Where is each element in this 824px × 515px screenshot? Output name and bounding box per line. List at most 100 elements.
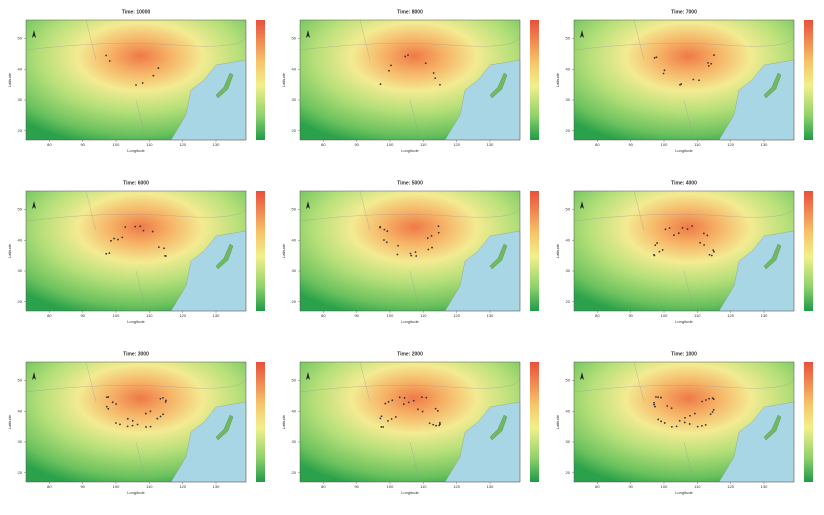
x-tick-label: 80	[321, 142, 326, 147]
x-tick-label: 120	[727, 484, 734, 489]
site-point	[706, 234, 709, 237]
site-point	[403, 397, 406, 399]
site-point	[701, 425, 703, 427]
x-tick-label: 110	[420, 484, 427, 489]
y-axis-label: Latitude	[281, 414, 286, 429]
site-point	[654, 244, 657, 247]
y-tick-label: 50	[18, 207, 23, 212]
site-point	[666, 405, 669, 407]
x-tick-label: 110	[694, 313, 701, 318]
site-point	[141, 82, 144, 84]
x-axis-label: Longitude	[675, 490, 693, 495]
y-tick-label: 20	[18, 128, 23, 133]
site-point	[164, 255, 167, 257]
y-tick-label: 40	[566, 66, 571, 71]
site-point	[677, 232, 680, 235]
y-tick-label: 50	[566, 207, 571, 212]
x-tick-label: 100	[113, 484, 120, 489]
site-point	[157, 67, 160, 69]
x-tick-label: 80	[47, 313, 52, 318]
colorbar	[256, 362, 265, 482]
x-tick-label: 110	[694, 142, 701, 147]
y-axis-label: Latitude	[7, 414, 12, 429]
site-point	[696, 425, 699, 428]
site-point	[386, 230, 389, 233]
site-point	[681, 226, 684, 229]
x-tick-label: 110	[146, 313, 153, 318]
site-point	[710, 62, 713, 65]
site-point	[712, 398, 715, 401]
x-axis-label: Longitude	[401, 319, 419, 324]
north-arrow	[32, 30, 36, 38]
x-tick-label: 120	[453, 484, 460, 489]
japan	[763, 414, 782, 441]
panel-title: Time: 1000	[671, 351, 697, 357]
site-point	[126, 417, 129, 420]
x-tick-label: 90	[354, 313, 359, 318]
site-point	[144, 412, 147, 415]
map-panel: Time: 10000 80 90 100 110 120 130 20 30 40 50 Longi…	[7, 9, 265, 153]
site-point	[668, 227, 671, 229]
x-tick-label: 80	[321, 313, 326, 318]
site-point	[159, 415, 162, 418]
y-axis-label: Latitude	[7, 243, 12, 258]
site-point	[712, 249, 715, 252]
site-point	[131, 424, 134, 427]
colorbar	[804, 362, 813, 482]
site-point	[131, 419, 134, 422]
japan	[215, 414, 234, 441]
borders	[299, 190, 521, 312]
panel-title: Time: 5000	[397, 180, 423, 186]
map-frame	[299, 19, 521, 141]
japan	[763, 243, 782, 270]
x-tick-label: 130	[761, 313, 768, 318]
site-point	[387, 400, 390, 403]
map-panel: Time: 3000 80 90 100 110 120 130 20 30 40 50 Longit…	[7, 351, 265, 495]
site-point	[105, 405, 108, 408]
map-frame	[299, 190, 521, 312]
site-point	[698, 79, 700, 82]
site-point	[390, 418, 393, 420]
map-panel: Time: 6000 80 90 100 110 120 130 20 30 40 50 Longit…	[7, 180, 265, 324]
site-point	[398, 396, 401, 399]
site-point	[409, 252, 412, 255]
site-point	[412, 399, 415, 402]
site-point	[660, 420, 663, 423]
x-tick-label: 120	[179, 142, 186, 147]
site-point	[379, 226, 381, 229]
site-point	[162, 396, 164, 399]
x-axis-label: Longitude	[401, 148, 419, 153]
site-point	[432, 423, 435, 426]
x-tick-label: 90	[80, 142, 85, 147]
colorbar	[256, 20, 265, 140]
x-tick-label: 110	[694, 484, 701, 489]
x-tick-label: 90	[628, 313, 633, 318]
site-point	[436, 409, 439, 412]
x-tick-label: 130	[761, 142, 768, 147]
x-tick-label: 120	[453, 313, 460, 318]
site-point	[382, 426, 385, 428]
x-tick-label: 130	[761, 484, 768, 489]
y-tick-label: 50	[292, 378, 297, 383]
site-point	[670, 407, 673, 410]
x-axis-label: Longitude	[675, 319, 693, 324]
site-point	[149, 425, 152, 428]
site-point	[407, 401, 410, 404]
japan	[489, 414, 508, 441]
site-point	[390, 64, 392, 67]
x-tick-label: 100	[113, 313, 120, 318]
y-tick-label: 30	[292, 439, 297, 444]
y-tick-label: 30	[292, 268, 297, 273]
site-point	[163, 247, 165, 250]
site-point	[396, 253, 399, 256]
site-point	[712, 408, 715, 411]
site-point	[402, 403, 405, 406]
site-point	[407, 54, 409, 56]
site-point	[135, 84, 137, 86]
site-point	[660, 396, 662, 399]
borders	[573, 361, 795, 483]
site-point	[379, 417, 382, 420]
y-tick-label: 50	[566, 378, 571, 383]
x-tick-label: 80	[321, 484, 326, 489]
site-point	[653, 403, 656, 406]
